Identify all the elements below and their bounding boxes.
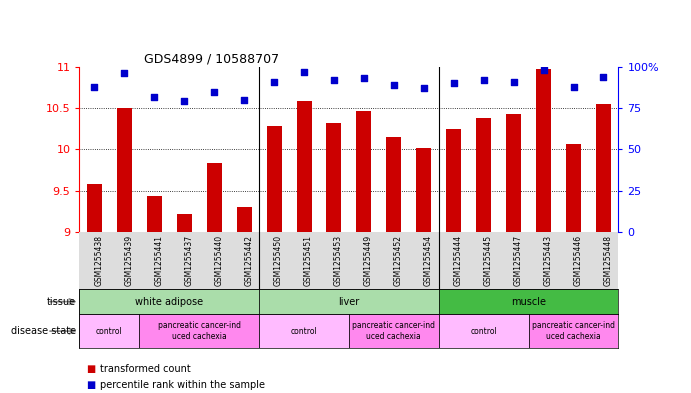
Bar [439,314,529,348]
Point [568,83,579,90]
Point [478,77,489,83]
Bar [259,289,439,314]
Text: GSM1255438: GSM1255438 [95,235,104,286]
Point [359,75,370,81]
Point [149,94,160,100]
Point [299,69,310,75]
Text: control: control [291,327,317,336]
Bar [296,101,312,232]
Text: GSM1255437: GSM1255437 [184,235,193,286]
Bar [529,314,618,348]
Text: GSM1255454: GSM1255454 [424,235,433,286]
Text: GSM1255442: GSM1255442 [244,235,253,286]
Point [388,82,399,88]
Bar [207,163,222,232]
Point [418,85,429,92]
Text: ■: ■ [86,364,95,375]
Bar [506,114,521,232]
Point [598,73,609,80]
Text: GSM1255444: GSM1255444 [454,235,463,286]
Point [89,83,100,90]
Bar [446,129,461,232]
Text: GSM1255448: GSM1255448 [603,235,612,286]
Text: white adipose: white adipose [135,297,203,307]
Bar [87,184,102,232]
Text: pancreatic cancer-ind
uced cachexia: pancreatic cancer-ind uced cachexia [532,321,615,341]
Text: pancreatic cancer-ind
uced cachexia: pancreatic cancer-ind uced cachexia [352,321,435,341]
Text: GSM1255441: GSM1255441 [154,235,163,286]
Text: ■: ■ [86,380,95,390]
Text: pancreatic cancer-ind
uced cachexia: pancreatic cancer-ind uced cachexia [158,321,240,341]
Point [238,97,249,103]
Text: GSM1255440: GSM1255440 [214,235,223,286]
Bar [259,314,349,348]
Bar [146,196,162,232]
Bar [357,110,371,232]
Text: GDS4899 / 10588707: GDS4899 / 10588707 [144,53,279,66]
Bar [386,137,401,232]
Bar [326,123,341,232]
Text: disease state: disease state [11,326,76,336]
Text: GSM1255450: GSM1255450 [274,235,283,286]
Text: GSM1255449: GSM1255449 [364,235,373,286]
Bar [439,289,618,314]
Text: muscle: muscle [511,297,546,307]
Text: percentile rank within the sample: percentile rank within the sample [100,380,265,390]
Text: GSM1255446: GSM1255446 [574,235,583,286]
Point [179,98,190,105]
Point [209,88,220,95]
Text: GSM1255453: GSM1255453 [334,235,343,286]
Bar [79,314,140,348]
Point [269,79,280,85]
Text: GSM1255439: GSM1255439 [124,235,133,286]
Bar [596,104,611,232]
Text: GSM1255451: GSM1255451 [304,235,313,286]
Point [328,77,339,83]
Text: GSM1255445: GSM1255445 [484,235,493,286]
Text: liver: liver [339,297,359,307]
Text: tissue: tissue [47,297,76,307]
Point [538,67,549,73]
Bar [236,207,252,232]
Point [119,70,130,77]
Bar [536,69,551,232]
Text: GSM1255447: GSM1255447 [513,235,522,286]
Point [508,79,519,85]
Bar [349,314,439,348]
Bar [476,118,491,232]
Text: control: control [96,327,123,336]
Text: GSM1255443: GSM1255443 [544,235,553,286]
Bar [267,126,281,232]
Bar [416,148,431,232]
Text: transformed count: transformed count [100,364,191,375]
Bar [177,214,191,232]
Bar [117,108,132,232]
Point [448,80,460,86]
Text: control: control [471,327,497,336]
Bar [566,143,581,232]
Bar [140,314,259,348]
Text: GSM1255452: GSM1255452 [394,235,403,286]
Bar [79,289,259,314]
